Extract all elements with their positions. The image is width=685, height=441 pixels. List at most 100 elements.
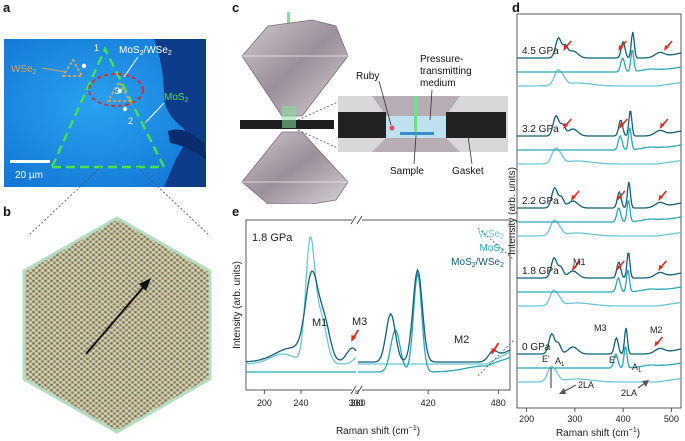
panel-d-arrow-head bbox=[563, 123, 569, 129]
wse2-triangle bbox=[61, 58, 84, 77]
panel-d-frame bbox=[516, 13, 682, 409]
panel-d-2la-arrow-2 bbox=[637, 382, 646, 389]
panel-d-pressure-label: 2.2 GPa bbox=[522, 196, 559, 207]
upper-diamond bbox=[241, 19, 349, 117]
panel-d-2la-arrow-1 bbox=[562, 384, 577, 393]
panel-d-pressure-label: 1.8 GPa bbox=[522, 266, 559, 277]
panel-e-axis-break-top bbox=[352, 214, 362, 226]
panel-d-label-2la-1: 2LA bbox=[578, 380, 594, 390]
lattice-arrow-head bbox=[139, 278, 151, 291]
heterostructure-pointer bbox=[123, 56, 139, 78]
wse2-pointer bbox=[41, 67, 66, 73]
label-ruby: Ruby bbox=[356, 71, 379, 82]
spot-marker-1 bbox=[81, 63, 87, 69]
panel-d-arrow-head bbox=[616, 265, 622, 271]
dark-substrate-edge bbox=[168, 129, 206, 159]
panel-e-xtick-label: 480 bbox=[491, 398, 506, 408]
panel-e-spectrum bbox=[358, 351, 511, 365]
panel-d-label-a2: A1 bbox=[632, 362, 642, 374]
pointer-sample bbox=[413, 135, 417, 165]
panel-d-arrow-head bbox=[658, 195, 664, 201]
panel-e-label-m2: M2 bbox=[454, 334, 469, 346]
panel-label-a: a bbox=[3, 0, 11, 15]
panel-e-break-mark-4 bbox=[356, 215, 363, 225]
scalebar bbox=[10, 160, 50, 163]
panel-e-break-mark-3 bbox=[350, 215, 357, 225]
mos2-triangle bbox=[50, 46, 166, 169]
panel-d-arrow-head bbox=[570, 195, 576, 201]
spot-label-1: 1 bbox=[94, 43, 99, 53]
inset-ruby bbox=[389, 125, 395, 131]
panel-e-legend-mos2: MoS2 bbox=[480, 243, 505, 255]
zoom-guides-ed bbox=[477, 227, 515, 377]
zoom-guides-ab bbox=[27, 166, 211, 237]
panel-label-b: b bbox=[3, 204, 11, 219]
panel-d-spectrum bbox=[517, 127, 682, 151]
panel-d-xlabel: Raman shift (cm−1) bbox=[556, 427, 640, 439]
panel-e-ylabel: Intensity (arb. units) bbox=[232, 261, 243, 349]
panel-e-spectrum bbox=[358, 268, 511, 363]
heterostructure-inner-triangle bbox=[106, 80, 132, 102]
panel-d-spectrum bbox=[517, 50, 682, 73]
panel-d-peak-arrows bbox=[563, 40, 673, 347]
panel-e-arrow-head bbox=[491, 348, 497, 355]
panel-d-spectrum bbox=[517, 327, 682, 355]
mos2-label: MoS2 bbox=[164, 92, 189, 104]
hexagonal-flake bbox=[22, 216, 212, 434]
panel-d-label-a1: A1 bbox=[555, 356, 565, 368]
lattice-arrow bbox=[85, 283, 147, 355]
panel-d-spectrum bbox=[517, 346, 682, 369]
panel-e-pressure: 1.8 GPa bbox=[252, 232, 293, 244]
panel-d-spectrum bbox=[517, 110, 682, 137]
panel-d-spectrum bbox=[517, 289, 682, 307]
heterostructure-ellipse bbox=[88, 73, 144, 107]
mos2-pointer bbox=[144, 102, 165, 124]
inset-gasket-left bbox=[338, 112, 386, 138]
panel-label-c: c bbox=[232, 0, 240, 15]
panel-label-e: e bbox=[232, 204, 240, 219]
panel-e-xtick-label: 200 bbox=[257, 398, 272, 408]
label-ptm-3: medium bbox=[420, 78, 456, 89]
panel-e-spectrum bbox=[246, 270, 357, 363]
panel-d-ylabel: Intensity (arb. units) bbox=[508, 167, 518, 255]
panel-c-diamond-anvil-cell: Ruby Pressure- transmitting medium Sampl… bbox=[240, 12, 508, 204]
panel-e-break-mark-1 bbox=[350, 385, 357, 395]
panel-d-spectrum bbox=[517, 269, 682, 293]
panel-d-label-m2: M2 bbox=[650, 325, 663, 335]
pointer-ptm bbox=[429, 89, 433, 121]
scalebar-label: 20 µm bbox=[15, 170, 43, 181]
panel-d-curves bbox=[517, 31, 682, 383]
inset-sample bbox=[400, 132, 434, 135]
panel-e-xtick-label: 240 bbox=[293, 398, 308, 408]
panel-d-spectrum bbox=[517, 365, 682, 383]
spot-marker-3 bbox=[117, 88, 123, 94]
label-ptm-1: Pressure- bbox=[420, 54, 463, 65]
zoom-guide-top bbox=[297, 99, 343, 121]
panel-d-pressure-label: 3.2 GPa bbox=[522, 124, 559, 135]
panel-e-xtick-label: 360 bbox=[350, 398, 365, 408]
panel-e-curves bbox=[246, 236, 511, 373]
panel-d-label-2la-2: 2LA bbox=[621, 388, 637, 398]
panel-d-arrow-head bbox=[618, 45, 624, 51]
inset-gasket-right bbox=[446, 112, 506, 138]
panel-e-spectrum bbox=[358, 271, 511, 373]
panel-d-spectrum bbox=[517, 147, 682, 165]
panel-d-pressure-labels: 4.5 GPa 3.2 GPa 2.2 GPa 1.8 GPa 0 GPa bbox=[522, 46, 559, 353]
panel-e-xtick-label: 420 bbox=[421, 398, 436, 408]
panel-d-xtick-label: 200 bbox=[519, 414, 534, 424]
label-sample: Sample bbox=[390, 166, 424, 177]
panel-d-label-m3: M3 bbox=[594, 323, 607, 333]
panel-e-legend-wse2: WSe2 bbox=[478, 229, 504, 241]
panel-e-arrow-head bbox=[351, 335, 357, 342]
spot-label-2: 2 bbox=[128, 116, 133, 126]
panel-d-spectrum bbox=[517, 181, 682, 209]
inset-lower-diamond bbox=[372, 138, 460, 152]
panel-a-micrograph: 1 3 2 WSe2 MoS2/WSe2 MoS2 20 µm bbox=[4, 39, 206, 187]
panel-d-xticks: 200 300 400 500 bbox=[519, 408, 679, 424]
panel-e-peak-arrows bbox=[351, 329, 500, 355]
panel-d-pressure-label: 0 GPa bbox=[522, 342, 551, 353]
panel-d-spectrum bbox=[517, 200, 682, 223]
panel-d-arrow-head bbox=[658, 265, 664, 271]
panel-d-spectrum bbox=[517, 252, 682, 279]
